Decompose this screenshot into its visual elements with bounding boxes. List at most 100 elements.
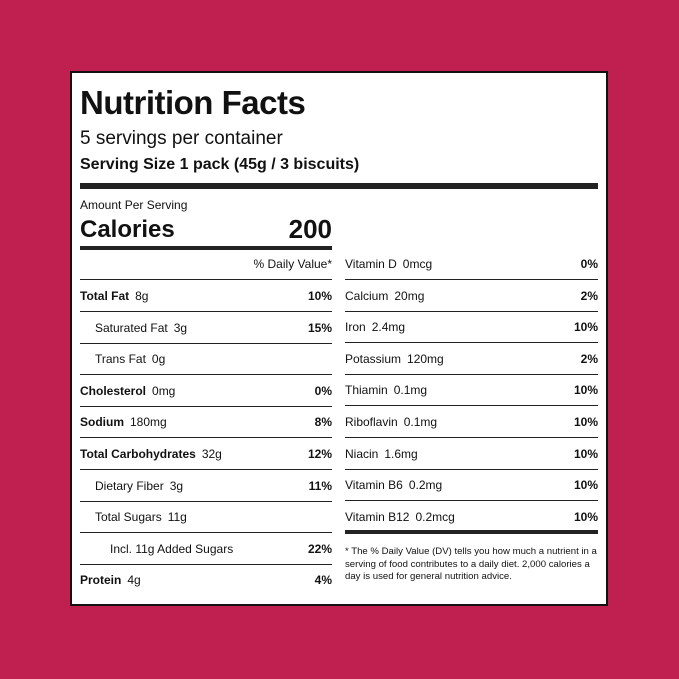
rule	[80, 532, 332, 534]
nutrient-name: Total Fat	[80, 289, 130, 303]
rule	[80, 279, 332, 280]
nutrient-name: Total Carbohydrates	[80, 447, 196, 461]
nutrient-amount: 0mcg	[402, 257, 433, 271]
dv-header: % Daily Value*	[253, 257, 332, 271]
nutrient-amount: 3g	[173, 320, 188, 335]
nutrient-row: Total Fat 8g 10%	[80, 286, 332, 306]
daily-value: 0%	[314, 383, 332, 398]
nutrient-row: Calcium 20mg 2%	[345, 286, 598, 306]
rule	[80, 437, 332, 439]
nutrient-row: Total Carbohydrates 32g 12%	[80, 444, 332, 464]
nutrient-amount: 180mg	[130, 415, 167, 430]
nutrient-row: Vitamin B12 0.2mcg 10%	[345, 507, 598, 527]
daily-value: 10%	[573, 478, 598, 493]
calories-value: 200	[288, 214, 332, 244]
daily-value: 10%	[573, 446, 598, 461]
nutrient-amount: 4g	[127, 573, 141, 588]
nutrient-name: Sodium	[80, 415, 124, 430]
nutrient-amount: 120mg	[407, 351, 444, 366]
nutrition-label	[70, 71, 608, 606]
rule	[345, 279, 598, 280]
nutrient-amount: 0.1mg	[393, 383, 428, 398]
thick-rule	[345, 529, 598, 534]
nutrient-row: Incl. 11g Added Sugars 22%	[110, 539, 332, 559]
nutrient-name: Trans Fat	[95, 352, 146, 367]
title: Nutrition Facts	[80, 84, 306, 121]
calories-label: Calories	[80, 216, 175, 243]
nutrient-row: Trans Fat 0g	[95, 349, 332, 369]
nutrient-name: Calcium	[345, 288, 389, 303]
nutrient-amount: 0.2mcg	[415, 509, 455, 524]
nutrient-amount: 11g	[167, 510, 187, 525]
nutrient-row: Dietary Fiber 3g 11%	[95, 476, 332, 496]
nutrient-row: Total Sugars 11g	[95, 507, 332, 527]
rule	[80, 405, 332, 407]
nutrient-amount: 32g	[201, 447, 222, 461]
thick-rule	[80, 183, 598, 189]
footnote: * The % Daily Value (DV) tells you how m…	[345, 546, 597, 582]
nutrient-row: Protein 4g 4%	[80, 570, 332, 590]
nutrient-amount: 8g	[135, 289, 149, 303]
nutrient-name: Dietary Fiber	[95, 478, 164, 493]
nutrient-name: Thiamin	[345, 383, 388, 398]
daily-value: 2%	[580, 288, 598, 303]
nutrient-name: Riboflavin	[345, 415, 398, 429]
nutrient-row: Cholesterol 0mg 0%	[80, 381, 332, 401]
nutrient-name: Vitamin B6	[345, 478, 403, 493]
amount-per-serving: Amount Per Serving	[80, 198, 188, 212]
daily-value: 2%	[580, 351, 598, 366]
nutrient-name: Niacin	[345, 446, 379, 461]
thick-rule	[80, 246, 332, 250]
nutrient-amount: 1.6mg	[384, 446, 418, 461]
rule	[345, 373, 598, 375]
nutrient-row: Niacin 1.6mg 10%	[345, 444, 598, 464]
daily-value: 10%	[573, 509, 598, 524]
servings: 5 servings per container	[80, 128, 283, 149]
nutrient-amount: 2.4mg	[371, 320, 406, 335]
nutrient-name: Saturated Fat	[95, 320, 168, 335]
nutrient-row: Iron 2.4mg 10%	[345, 317, 598, 337]
serving-size: Serving Size 1 pack (45g / 3 biscuits)	[80, 156, 360, 173]
nutrient-name: Vitamin B12	[345, 509, 410, 524]
rule	[80, 374, 332, 376]
nutrient-name: Incl. 11g Added Sugars	[110, 541, 234, 556]
nutrient-amount: 3g	[169, 478, 184, 493]
daily-value: 4%	[314, 573, 332, 588]
nutrient-row: Potassium 120mg 2%	[345, 349, 598, 369]
rule	[345, 310, 598, 312]
nutrient-name: Vitamin D	[345, 257, 397, 271]
daily-value: 12%	[307, 447, 332, 461]
daily-value: 11%	[308, 478, 332, 493]
daily-value: 10%	[573, 383, 598, 398]
daily-value: 10%	[307, 289, 332, 303]
nutrient-row: Saturated Fat 3g 15%	[95, 318, 332, 338]
nutrient-amount: 0.1mg	[403, 415, 438, 429]
nutrient-row: Thiamin 0.1mg 10%	[345, 380, 598, 400]
daily-value: 10%	[573, 415, 598, 429]
nutrient-amount: 20mg	[394, 288, 425, 303]
rule	[345, 468, 598, 470]
rule	[345, 500, 598, 502]
rule	[345, 405, 598, 407]
daily-value: 0%	[580, 257, 598, 271]
nutrient-name: Total Sugars	[95, 510, 162, 525]
daily-value: 10%	[573, 320, 598, 335]
nutrient-row: Vitamin D 0mcg 0%	[345, 254, 598, 274]
nutrient-row: Vitamin B6 0.2mg 10%	[345, 475, 598, 495]
nutrient-amount: 0mg	[152, 383, 176, 398]
nutrient-name: Potassium	[345, 351, 402, 366]
nutrient-name: Cholesterol	[80, 383, 147, 398]
daily-value: 8%	[314, 415, 332, 430]
nutrient-amount: 0g	[151, 352, 166, 367]
rule	[80, 311, 332, 312]
nutrient-row: Sodium 180mg 8%	[80, 412, 332, 432]
nutrient-name: Iron	[345, 320, 366, 335]
nutrient-row: Riboflavin 0.1mg 10%	[345, 412, 598, 432]
rule	[80, 342, 332, 344]
rule	[345, 342, 598, 344]
rule	[80, 469, 332, 470]
nutrient-amount: 0.2mg	[408, 478, 443, 493]
daily-value: 15%	[307, 320, 332, 335]
daily-value: 22%	[307, 541, 332, 556]
